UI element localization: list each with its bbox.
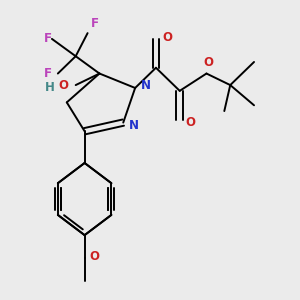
Text: O: O	[186, 116, 196, 129]
Text: O: O	[58, 79, 68, 92]
Text: O: O	[203, 56, 213, 69]
Text: N: N	[129, 119, 139, 132]
Text: F: F	[44, 32, 52, 45]
Text: O: O	[162, 31, 172, 44]
Text: N: N	[141, 79, 151, 92]
Text: H: H	[45, 82, 55, 94]
Text: O: O	[89, 250, 99, 263]
Text: F: F	[44, 67, 52, 80]
Text: F: F	[91, 17, 99, 30]
